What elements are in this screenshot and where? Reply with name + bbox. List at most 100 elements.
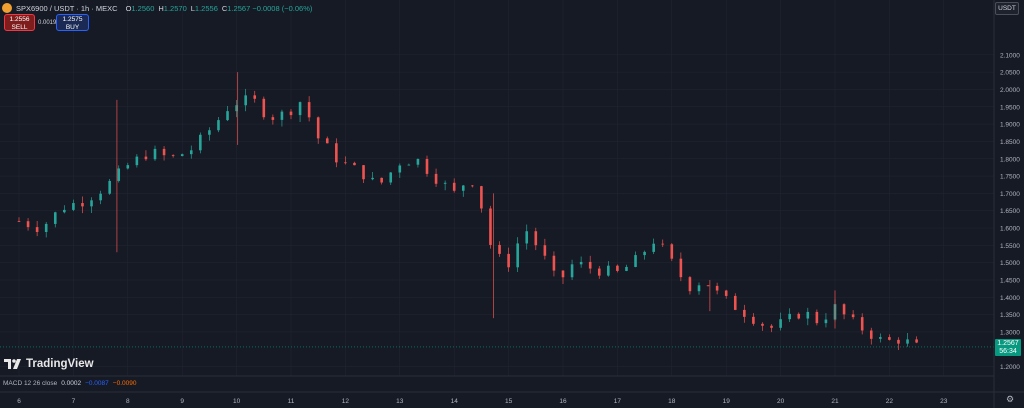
candle <box>452 178 456 193</box>
candle <box>706 285 710 287</box>
candle <box>489 205 492 249</box>
candle <box>770 324 773 333</box>
candle <box>253 90 257 103</box>
price-axis-label: 2.0000 <box>1000 87 1020 94</box>
time-axis-label: 7 <box>72 398 76 405</box>
candle <box>17 217 21 223</box>
candle <box>99 190 102 205</box>
candle <box>806 307 810 326</box>
candle <box>752 313 755 326</box>
candle <box>72 199 75 212</box>
candle <box>108 178 111 195</box>
candle <box>199 132 202 154</box>
candle <box>543 238 547 260</box>
candle <box>298 101 302 122</box>
time-axis-label: 17 <box>614 398 622 405</box>
candle <box>869 327 873 345</box>
candle <box>280 109 284 127</box>
macd-line-value: −0.0087 <box>85 380 109 387</box>
price-axis-label: 1.5500 <box>1000 243 1020 250</box>
candle <box>344 156 347 165</box>
candle <box>634 251 637 268</box>
ohlc-high-key: H <box>158 3 164 13</box>
candle <box>316 116 320 144</box>
ohlc-open-key: O <box>125 3 132 13</box>
candle <box>180 153 184 157</box>
candle <box>244 88 247 112</box>
current-price-value: 1.2567 <box>997 340 1019 347</box>
candle <box>126 162 130 170</box>
tradingview-logo[interactable]: TradingView <box>4 358 94 370</box>
macd-legend[interactable]: MACD 12 26 close 0.0002 −0.0087 −0.0090 <box>3 380 136 387</box>
price-axis-label: 1.7000 <box>1000 191 1020 198</box>
sell-button[interactable]: 1.2556 SELL <box>4 14 35 31</box>
settings-gear-icon[interactable]: ⚙ <box>1005 394 1015 404</box>
time-axis-label: 20 <box>777 398 785 405</box>
macd-label: MACD 12 26 close <box>3 380 58 387</box>
candle <box>516 237 519 272</box>
candle <box>625 264 628 272</box>
symbol-legend[interactable]: SPX6900 / USDT · 1h · MEXC O1.2560 H1.25… <box>2 1 312 15</box>
price-axis-label: 1.3500 <box>1000 312 1020 319</box>
candle <box>616 264 619 273</box>
candle <box>697 282 701 295</box>
candle <box>897 337 900 351</box>
time-axis-label: 13 <box>396 398 404 405</box>
candle <box>715 282 719 295</box>
candle <box>525 224 529 250</box>
candle <box>235 99 238 118</box>
candle <box>688 276 692 295</box>
candle <box>570 259 574 280</box>
price-axis-label: 1.4000 <box>1000 295 1020 302</box>
time-axis-label: 15 <box>505 398 513 405</box>
candle <box>761 322 764 331</box>
candle <box>779 312 782 331</box>
time-axis-label: 12 <box>342 398 350 405</box>
spx6900-coin-icon <box>2 3 12 13</box>
candle <box>733 293 737 311</box>
time-axis-label: 10 <box>233 398 241 405</box>
price-axis-label: 1.3000 <box>1000 329 1020 336</box>
macd-histogram-value: 0.0002 <box>61 380 82 387</box>
ohlc-open-value: 1.2560 <box>131 3 155 13</box>
candle <box>670 243 674 262</box>
time-axis-label: 6 <box>17 398 21 405</box>
candle <box>915 336 918 344</box>
candle <box>144 150 148 161</box>
price-axis[interactable]: 2.1000 2.0500 2.0000 1.9500 1.9000 1.8500 1.80… <box>1000 52 1020 371</box>
candle <box>189 145 193 159</box>
sell-label: SELL <box>11 23 28 31</box>
price-axis-label: 1.9500 <box>1000 104 1020 111</box>
price-grid <box>0 54 994 367</box>
candle <box>416 158 420 168</box>
logo-text: TradingView <box>26 358 94 370</box>
candle <box>217 117 220 133</box>
candle <box>335 138 338 168</box>
buy-price: 1.2575 <box>62 16 83 23</box>
time-axis[interactable]: 6 7 8 9 10 11 12 13 14 15 16 17 18 19 20 21 22 23 <box>17 398 948 405</box>
ohlc-values: O1.2560 H1.2570 L1.2556 C1.2567 −0.0008 … <box>126 4 313 13</box>
price-axis-label: 1.6000 <box>1000 226 1020 233</box>
ohlc-low-value: 1.2556 <box>194 3 218 13</box>
candle <box>797 312 801 320</box>
candle <box>679 252 683 282</box>
symbol-title[interactable]: SPX6900 / USDT · 1h · MEXC <box>16 3 118 13</box>
sell-price: 1.2556 <box>9 16 30 23</box>
candle <box>226 105 229 122</box>
candle <box>607 261 610 277</box>
candle <box>171 154 175 158</box>
time-axis-label: 11 <box>288 398 295 405</box>
candle <box>888 334 891 341</box>
candle <box>579 256 583 268</box>
ohlc-close-key: C <box>221 3 228 13</box>
candle <box>208 127 211 141</box>
candle <box>81 196 84 214</box>
candles <box>17 72 918 351</box>
buy-button[interactable]: 1.2575 BUY <box>56 14 89 31</box>
candle <box>353 161 356 166</box>
currency-selector[interactable]: USDT <box>995 2 1019 15</box>
price-axis-label: 1.8500 <box>1000 139 1020 146</box>
candle <box>851 310 855 320</box>
spread-value: 0.0019 <box>38 20 57 26</box>
